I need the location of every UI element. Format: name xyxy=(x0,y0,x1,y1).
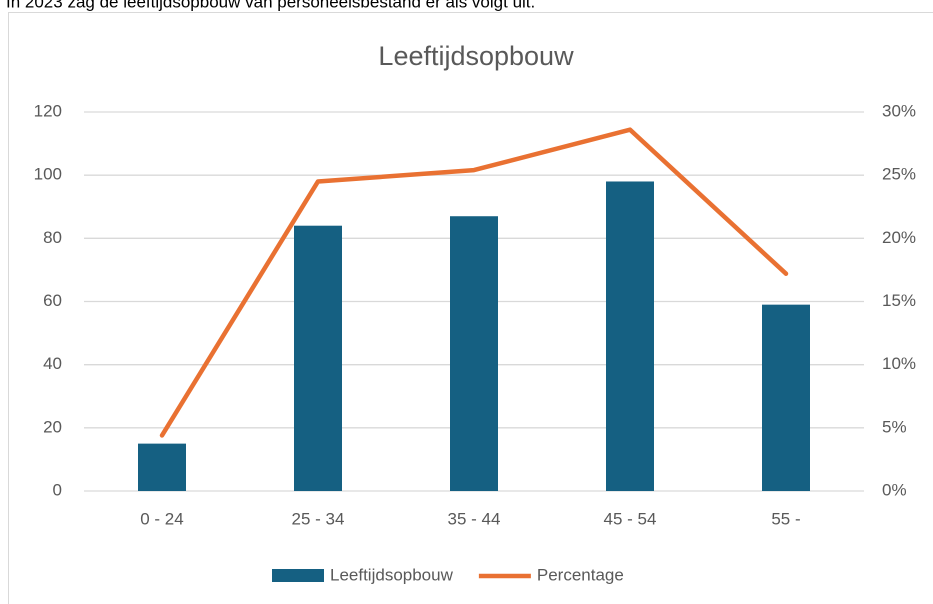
y2-tick-label: 15% xyxy=(882,291,916,310)
y-tick-label: 100 xyxy=(34,165,62,184)
bar xyxy=(606,181,654,491)
y2-tick-label: 25% xyxy=(882,165,916,184)
x-tick-label: 55 - xyxy=(771,509,800,528)
x-tick-label: 35 - 44 xyxy=(448,509,501,528)
y-tick-label: 20 xyxy=(43,417,62,436)
y-tick-label: 60 xyxy=(43,291,62,310)
legend-swatch xyxy=(272,569,324,582)
chart-title: Leeftijdsopbouw xyxy=(378,41,574,71)
y2-tick-label: 30% xyxy=(882,101,916,120)
y2-tick-label: 10% xyxy=(882,354,916,373)
bar xyxy=(294,225,342,491)
y-tick-label: 40 xyxy=(43,354,62,373)
intro-text: In 2023 zag de leeftijdsopbouw van perso… xyxy=(6,0,535,11)
line xyxy=(159,127,789,438)
y2-tick-label: 0% xyxy=(882,480,907,499)
x-tick-label: 25 - 34 xyxy=(292,509,345,528)
y2-tick-label: 5% xyxy=(882,417,907,436)
y2-tick-label: 20% xyxy=(882,228,916,247)
bar xyxy=(138,443,186,491)
x-tick-label: 45 - 54 xyxy=(604,509,657,528)
legend-label: Percentage xyxy=(537,565,624,584)
y-tick-label: 120 xyxy=(34,101,62,120)
y-tick-label: 0 xyxy=(53,480,62,499)
bar xyxy=(450,216,498,491)
y-tick-label: 80 xyxy=(43,228,62,247)
bar xyxy=(762,304,810,491)
legend-label: Leeftijdsopbouw xyxy=(330,565,454,584)
x-tick-label: 0 - 24 xyxy=(140,509,183,528)
